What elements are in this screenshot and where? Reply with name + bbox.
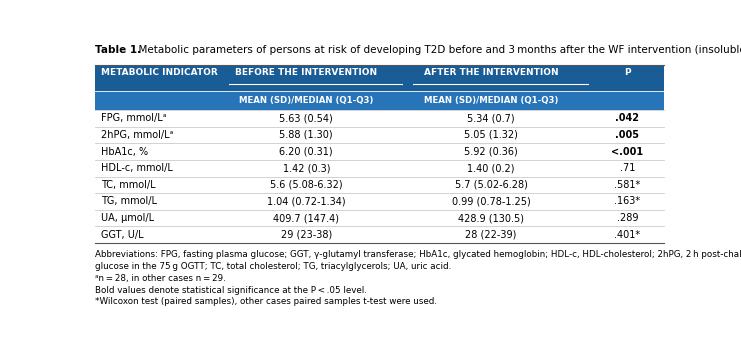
Text: MEAN (SD)/MEDIAN (Q1-Q3): MEAN (SD)/MEDIAN (Q1-Q3) [424, 96, 558, 105]
Text: *Wilcoxon test (paired samples), other cases paired samples t-test were used.: *Wilcoxon test (paired samples), other c… [96, 298, 437, 306]
Text: 5.88 (1.30): 5.88 (1.30) [279, 130, 333, 140]
Bar [96, 226, 664, 243]
Text: 0.99 (0.78-1.25): 0.99 (0.78-1.25) [452, 197, 531, 207]
Text: 5.34 (0.7): 5.34 (0.7) [468, 113, 515, 123]
Text: .005: .005 [615, 130, 639, 140]
Text: .163*: .163* [614, 197, 640, 207]
Text: 5.63 (0.54): 5.63 (0.54) [279, 113, 333, 123]
Text: 29 (23-38): 29 (23-38) [281, 230, 332, 240]
Text: 5.7 (5.02-6.28): 5.7 (5.02-6.28) [455, 180, 528, 190]
Text: GGT, U/L: GGT, U/L [102, 230, 144, 240]
Text: TC, mmol/L: TC, mmol/L [102, 180, 156, 190]
Text: BEFORE THE INTERVENTION: BEFORE THE INTERVENTION [235, 68, 377, 77]
Text: Abbreviations: FPG, fasting plasma glucose; GGT, γ-glutamyl transferase; HbA1c, : Abbreviations: FPG, fasting plasma gluco… [96, 250, 741, 259]
Text: .71: .71 [619, 163, 635, 173]
Bar [96, 127, 664, 143]
Text: 5.6 (5.08-6.32): 5.6 (5.08-6.32) [270, 180, 342, 190]
Text: <.001: <.001 [611, 146, 643, 157]
Text: TG, mmol/L: TG, mmol/L [102, 197, 157, 207]
Text: 1.42 (0.3): 1.42 (0.3) [282, 163, 330, 173]
Text: METABOLIC INDICATOR: METABOLIC INDICATOR [102, 68, 218, 77]
Bar [96, 65, 664, 91]
Text: Metabolic parameters of persons at risk of developing T2D before and 3 months af: Metabolic parameters of persons at risk … [132, 45, 741, 55]
Text: 2hPG, mmol/Lᵃ: 2hPG, mmol/Lᵃ [102, 130, 173, 140]
Text: .581*: .581* [614, 180, 640, 190]
Text: MEAN (SD)/MEDIAN (Q1-Q3): MEAN (SD)/MEDIAN (Q1-Q3) [239, 96, 373, 105]
Bar [96, 160, 664, 176]
Text: Bold values denote statistical significance at the P < .05 level.: Bold values denote statistical significa… [96, 286, 368, 294]
Text: UA, μmol/L: UA, μmol/L [102, 213, 154, 223]
Text: HbA1c, %: HbA1c, % [102, 146, 148, 157]
Text: AFTER THE INTERVENTION: AFTER THE INTERVENTION [424, 68, 559, 77]
Text: 1.04 (0.72-1.34): 1.04 (0.72-1.34) [267, 197, 345, 207]
Text: FPG, mmol/Lᵃ: FPG, mmol/Lᵃ [102, 113, 167, 123]
Text: ᵃn = 28, in other cases n = 29.: ᵃn = 28, in other cases n = 29. [96, 274, 226, 283]
Bar [96, 210, 664, 226]
Text: 409.7 (147.4): 409.7 (147.4) [273, 213, 339, 223]
Bar [96, 91, 664, 110]
Bar [96, 143, 664, 160]
Text: 28 (22-39): 28 (22-39) [465, 230, 516, 240]
Text: 428.9 (130.5): 428.9 (130.5) [458, 213, 524, 223]
Text: 5.92 (0.36): 5.92 (0.36) [464, 146, 518, 157]
Text: 1.40 (0.2): 1.40 (0.2) [468, 163, 515, 173]
Text: 6.20 (0.31): 6.20 (0.31) [279, 146, 333, 157]
Text: Table 1.: Table 1. [96, 45, 142, 55]
Text: P: P [624, 68, 631, 77]
Text: .401*: .401* [614, 230, 640, 240]
Text: glucose in the 75 g OGTT; TC, total cholesterol; TG, triacylglycerols; UA, uric : glucose in the 75 g OGTT; TC, total chol… [96, 262, 452, 271]
Text: .042: .042 [615, 113, 639, 123]
Bar [96, 176, 664, 193]
Bar [96, 193, 664, 210]
Text: 5.05 (1.32): 5.05 (1.32) [464, 130, 518, 140]
Bar [96, 110, 664, 127]
Text: .289: .289 [617, 213, 638, 223]
Text: HDL-c, mmol/L: HDL-c, mmol/L [102, 163, 173, 173]
